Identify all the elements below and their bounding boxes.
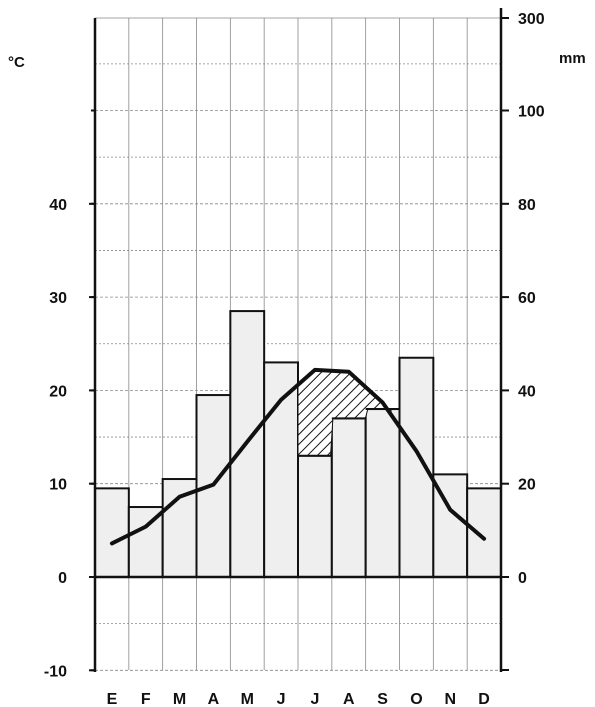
left-tick-label: 40	[49, 197, 67, 214]
right-tick-label: 100	[518, 104, 545, 121]
axis-labels: -10 0 10 20 30 40 0 20 40 60 80 100 300 °C mm E F M A M J J A S…	[8, 11, 586, 707]
precipitation-bar	[297, 454, 333, 578]
left-tick-label: 10	[49, 477, 67, 494]
left-tick-label: 0	[58, 570, 67, 587]
precipitation-bar	[466, 487, 502, 578]
left-tick-label: 30	[49, 290, 67, 307]
right-axis-unit: mm	[559, 50, 586, 67]
month-label: S	[377, 691, 388, 707]
right-tick-label: 20	[518, 477, 536, 494]
month-label: A	[208, 691, 220, 707]
month-label: D	[478, 691, 490, 707]
precipitation-bar	[330, 417, 367, 579]
right-tick-label: 0	[518, 570, 527, 587]
month-label: E	[107, 691, 118, 707]
precipitation-bar	[94, 487, 130, 578]
right-tick-label: 60	[518, 290, 536, 307]
month-label: O	[410, 691, 422, 707]
left-tick-label: -10	[44, 663, 67, 680]
temperature-line	[109, 367, 487, 546]
month-label: J	[310, 691, 319, 707]
left-tick-label: 20	[49, 383, 67, 400]
month-label: F	[141, 691, 151, 707]
month-label: A	[343, 691, 355, 707]
precipitation-bar	[263, 361, 299, 578]
precipitation-bar	[398, 356, 435, 578]
month-label: M	[241, 691, 254, 707]
month-label: J	[277, 691, 286, 707]
month-label: N	[444, 691, 456, 707]
left-axis-unit: °C	[8, 54, 25, 71]
right-tick-label: 300	[518, 11, 545, 28]
month-label: M	[173, 691, 186, 707]
temperature-series-line	[109, 367, 487, 546]
axes	[89, 8, 509, 672]
right-tick-label: 80	[518, 197, 536, 214]
precipitation-bar	[364, 408, 401, 578]
right-tick-label: 40	[518, 383, 536, 400]
